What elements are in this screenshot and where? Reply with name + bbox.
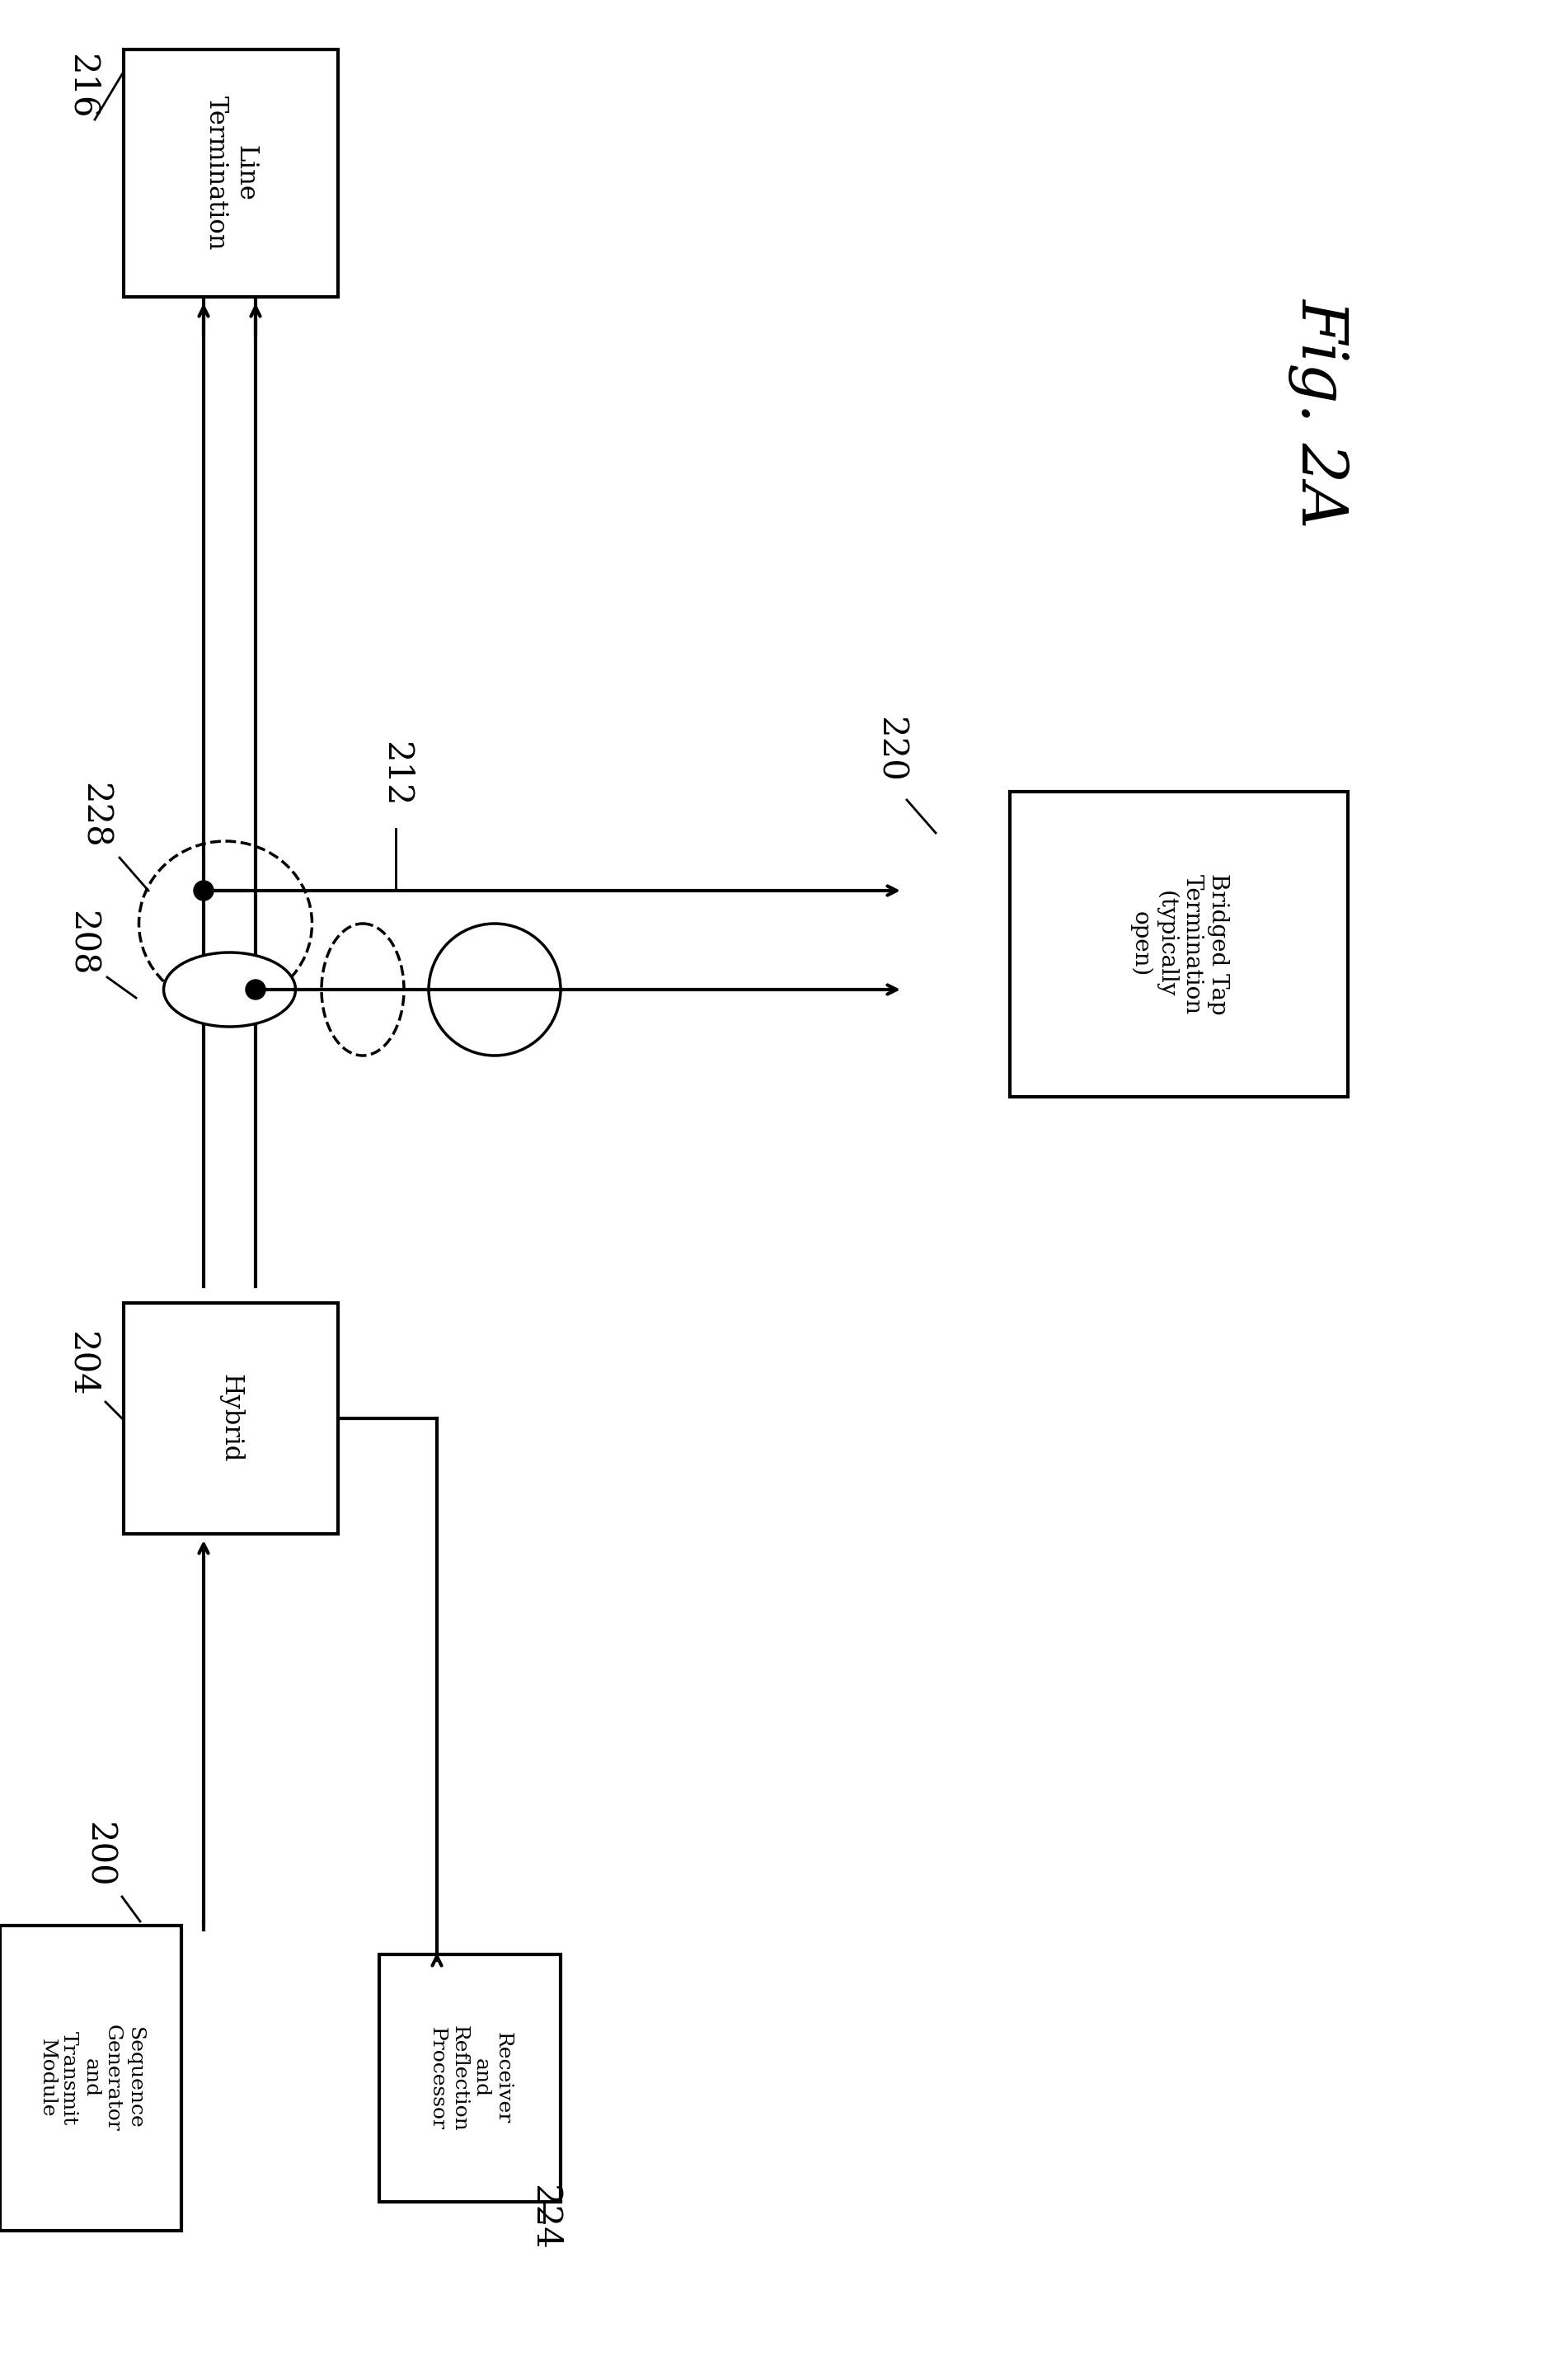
Text: Hybrid: Hybrid: [218, 1375, 243, 1463]
Text: Bridged Tap
Termination
(typically
open): Bridged Tap Termination (typically open): [1129, 874, 1229, 1014]
Circle shape: [194, 881, 213, 900]
Text: 208: 208: [66, 912, 100, 976]
Text: Fig. 2A: Fig. 2A: [1289, 297, 1350, 527]
Bar: [0, 1926, 182, 2230]
Circle shape: [428, 924, 561, 1054]
Bar: [124, 1304, 339, 1534]
Bar: [379, 1955, 561, 2202]
Text: Line
Termination: Line Termination: [204, 95, 259, 249]
Text: 212: 212: [378, 741, 412, 808]
Text: Receiver
and
Reflection
Processor: Receiver and Reflection Processor: [428, 2026, 513, 2130]
Text: 200: 200: [82, 1822, 116, 1888]
Text: Sequence
Generator
and
Transmit
Module: Sequence Generator and Transmit Module: [38, 2023, 144, 2133]
Text: 216: 216: [66, 52, 100, 119]
Bar: [1010, 791, 1348, 1097]
Ellipse shape: [163, 952, 295, 1026]
Text: 220: 220: [873, 717, 908, 784]
Bar: [124, 50, 339, 297]
Text: 224: 224: [527, 2185, 561, 2252]
Circle shape: [246, 978, 265, 1000]
Text: 228: 228: [77, 784, 113, 848]
Ellipse shape: [321, 924, 405, 1054]
Text: 204: 204: [66, 1332, 100, 1396]
